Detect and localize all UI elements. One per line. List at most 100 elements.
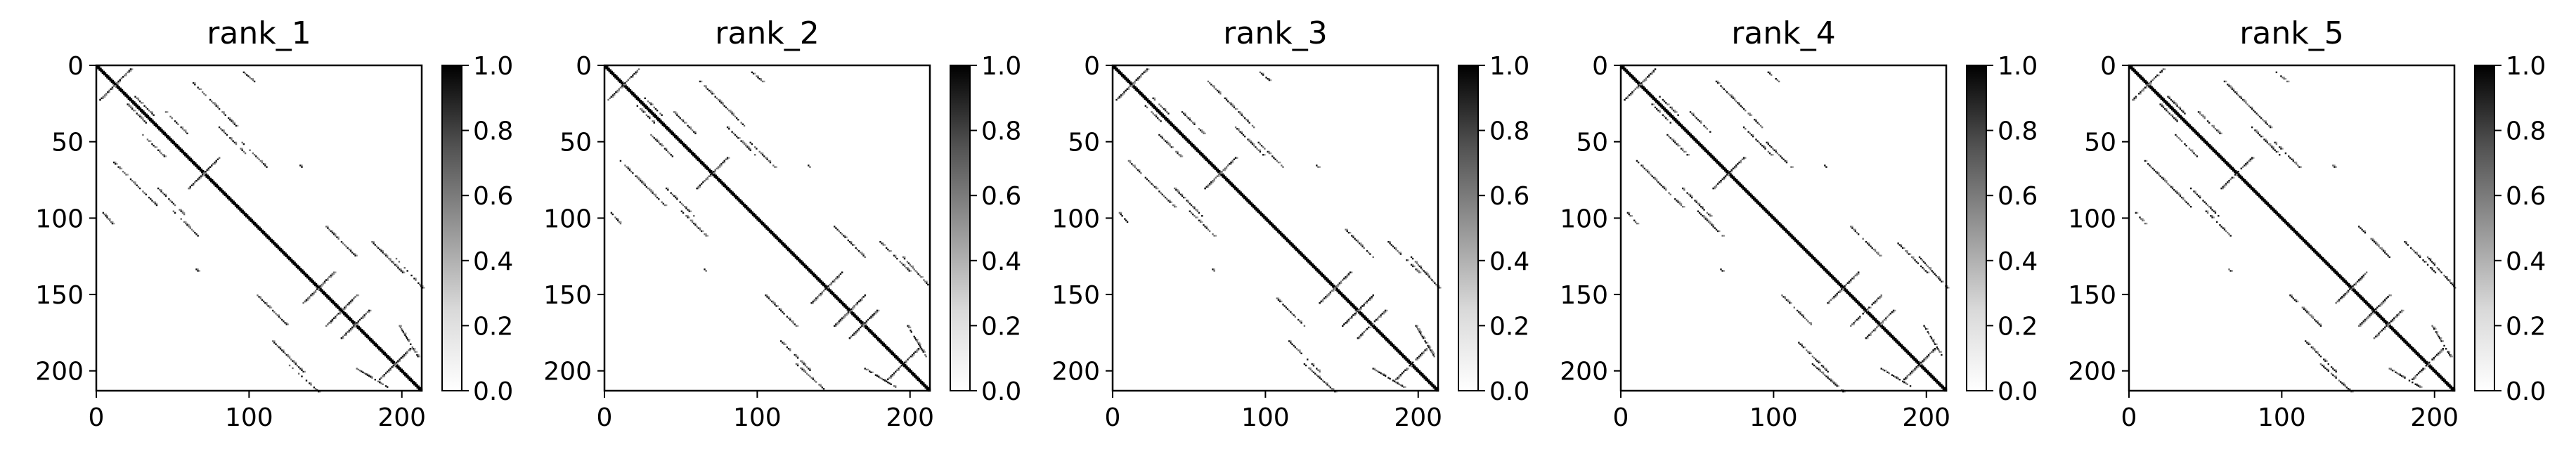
contact-cell — [345, 245, 347, 247]
contact-cell — [2291, 158, 2293, 160]
contact-cell — [1831, 297, 1834, 299]
contact-cell — [699, 186, 701, 188]
contact-cell — [2156, 170, 2158, 173]
contact-cell — [1397, 250, 1399, 252]
contact-cell — [171, 201, 173, 203]
contact-cell — [357, 322, 360, 324]
contact-cell — [860, 326, 862, 329]
contact-cell — [1294, 316, 1297, 318]
contact-cell — [2425, 365, 2428, 367]
contact-cell — [1163, 138, 1165, 141]
contact-cell — [371, 376, 373, 378]
contact-cell — [1423, 335, 1425, 338]
contact-cell — [2220, 132, 2222, 135]
contact-cell — [1193, 207, 1196, 209]
contact-cell — [1421, 268, 1423, 271]
contact-cell — [1738, 161, 1740, 164]
contact-cell — [1834, 294, 1837, 297]
contact-cell — [2335, 166, 2337, 168]
contact-cell — [1850, 279, 1852, 281]
contact-cell — [2350, 288, 2352, 290]
contact-cell — [180, 210, 182, 212]
contact-cell — [743, 141, 746, 144]
contact-cell — [1640, 82, 1643, 84]
contact-cell — [895, 386, 897, 388]
contact-cell — [1868, 242, 1870, 245]
contact-cell — [726, 157, 729, 159]
contact-cell — [1671, 108, 1674, 110]
contact-cell — [925, 356, 927, 358]
contact-cell — [2193, 190, 2195, 193]
contact-cell — [1260, 145, 1263, 147]
contact-cell — [890, 383, 892, 385]
contact-cell — [856, 330, 859, 332]
contact-cell — [1187, 201, 1189, 203]
contact-cell — [301, 368, 303, 370]
contact-cell — [1737, 163, 1739, 165]
contact-cell — [1877, 253, 1879, 255]
contact-cell — [392, 261, 395, 263]
contact-cell — [896, 257, 898, 260]
contact-cell — [1678, 145, 1681, 147]
contact-cell — [2156, 172, 2158, 174]
contact-cell — [900, 365, 903, 367]
contact-cell — [1167, 143, 1170, 145]
contact-cell — [354, 253, 356, 255]
contact-cell — [396, 265, 398, 268]
contact-cell — [422, 285, 424, 287]
contact-cell — [1419, 330, 1421, 332]
contact-cell — [642, 181, 645, 183]
contact-cell — [1425, 271, 1428, 273]
contact-cell — [1337, 283, 1339, 286]
contact-cell — [1726, 91, 1728, 93]
contact-cell — [1820, 365, 1823, 367]
contact-cell — [1346, 228, 1348, 230]
contact-cell — [1921, 259, 1924, 261]
contact-cell — [1715, 184, 1718, 186]
contact-cell — [1754, 119, 1756, 121]
contact-cell — [1205, 186, 1208, 188]
contact-cell — [2317, 352, 2319, 355]
contact-cell — [106, 216, 108, 219]
contact-cell — [1319, 370, 1321, 373]
contact-cell — [737, 137, 739, 139]
contact-cell — [345, 305, 347, 307]
contact-cell — [383, 253, 386, 255]
contact-cell — [2327, 363, 2329, 365]
contact-cell — [687, 124, 689, 127]
panel-title: rank_3 — [1223, 15, 1327, 51]
contact-cell — [756, 75, 758, 77]
contact-cell — [1879, 296, 1881, 298]
contact-cell — [200, 176, 202, 179]
contact-cell — [401, 357, 404, 359]
contact-cell — [862, 325, 865, 327]
contact-cell — [843, 235, 845, 237]
contact-cell — [2449, 356, 2452, 358]
contact-cell — [297, 366, 300, 368]
contact-cell — [335, 235, 337, 237]
colorbar-tick-label: 0.0 — [1998, 377, 2038, 406]
contact-cell — [678, 115, 680, 118]
contact-cell — [1386, 309, 1388, 312]
contact-cell — [645, 186, 648, 188]
contact-cell — [748, 148, 750, 150]
contact-cell — [392, 262, 395, 264]
contact-cell — [1915, 366, 1917, 368]
contact-cell — [1434, 282, 1436, 285]
contact-cell — [1790, 301, 1792, 304]
contact-cell — [309, 296, 311, 298]
contact-cell — [1827, 301, 1829, 304]
contact-cell — [1205, 227, 1208, 229]
contact-cell — [1372, 256, 1374, 259]
contact-cell — [2384, 252, 2386, 254]
contact-cell — [2446, 275, 2448, 278]
contact-cell — [2431, 268, 2433, 271]
contact-cell — [1241, 114, 1243, 116]
contact-cell — [142, 102, 144, 104]
contact-cell — [1672, 140, 1675, 142]
contact-cell — [1695, 117, 1697, 119]
contact-cell — [102, 212, 105, 214]
contact-cell — [353, 325, 355, 327]
contact-cell — [1733, 166, 1736, 168]
